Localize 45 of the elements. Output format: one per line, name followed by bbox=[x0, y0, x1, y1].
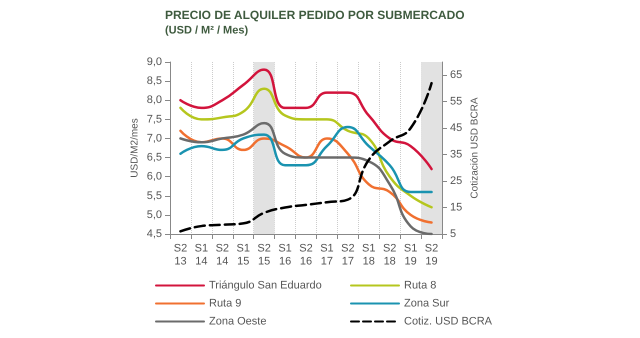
legend-label: Triángulo San Eduardo bbox=[209, 280, 322, 292]
x-tick-label: S1 17 bbox=[320, 242, 334, 268]
x-tick-label: S1 15 bbox=[236, 242, 250, 268]
y2-tick-label: 35 bbox=[450, 148, 462, 161]
chart-title: PRECIO DE ALQUILER PEDIDO POR SUBMERCADO bbox=[165, 8, 465, 22]
legend-label: Ruta 8 bbox=[404, 280, 436, 292]
legend-label: Zona Sur bbox=[404, 298, 450, 310]
x-tick-label: S1 19 bbox=[404, 242, 418, 268]
y2-tick-label: 65 bbox=[450, 69, 462, 82]
y2-tick-label: 25 bbox=[450, 175, 462, 188]
y-tick-label: 8,0 bbox=[146, 94, 162, 106]
y-tick-label: 8,5 bbox=[146, 75, 162, 88]
x-tick-label: S2 17 bbox=[341, 242, 355, 268]
legend-label: Ruta 9 bbox=[209, 298, 242, 310]
x-tick-label: S2 14 bbox=[216, 242, 230, 268]
legend-label: Cotiz. USD BCRA bbox=[404, 316, 493, 328]
x-tick-label: S2 15 bbox=[257, 242, 271, 268]
y-axis-title: USD/M2/mes bbox=[130, 118, 140, 178]
y-tick-label: 6,0 bbox=[146, 170, 162, 183]
x-tick-label: S1 14 bbox=[194, 242, 208, 268]
y2-tick-label: 15 bbox=[450, 202, 462, 214]
line-series bbox=[179, 68, 433, 170]
y-tick-label: 7,5 bbox=[146, 113, 162, 126]
x-tick-label: S1 18 bbox=[362, 242, 376, 268]
line-series bbox=[179, 122, 433, 236]
x-tick-label: S2 13 bbox=[174, 242, 188, 268]
line-series bbox=[179, 88, 433, 208]
chart-subtitle: (USD / M² / Mes) bbox=[165, 24, 248, 36]
y2-axis-title: Cotización USD BCRA bbox=[470, 97, 480, 199]
line-series bbox=[179, 82, 433, 233]
y-tick-label: 5,5 bbox=[146, 190, 162, 202]
y-tick-label: 9,0 bbox=[146, 56, 162, 68]
legend-label: Zona Oeste bbox=[209, 316, 266, 328]
y2-tick-label: 55 bbox=[450, 96, 462, 108]
x-tick-label: S2 18 bbox=[382, 242, 396, 268]
y-tick-label: 7,0 bbox=[146, 132, 162, 144]
x-tick-label: S1 16 bbox=[278, 242, 292, 268]
y-tick-label: 6,5 bbox=[146, 152, 162, 164]
y-tick-label: 4,5 bbox=[146, 228, 162, 240]
y2-tick-label: 45 bbox=[450, 122, 462, 134]
line-series bbox=[179, 126, 433, 194]
x-tick-label: S2 16 bbox=[299, 242, 313, 268]
y-tick-label: 5,0 bbox=[146, 208, 162, 221]
x-tick-label: S2 19 bbox=[424, 242, 438, 268]
y2-tick-label: 5 bbox=[450, 228, 456, 240]
